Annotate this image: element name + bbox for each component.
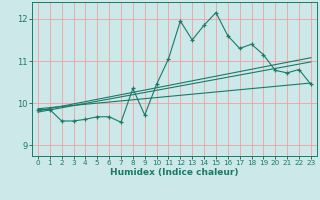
X-axis label: Humidex (Indice chaleur): Humidex (Indice chaleur)	[110, 168, 239, 177]
